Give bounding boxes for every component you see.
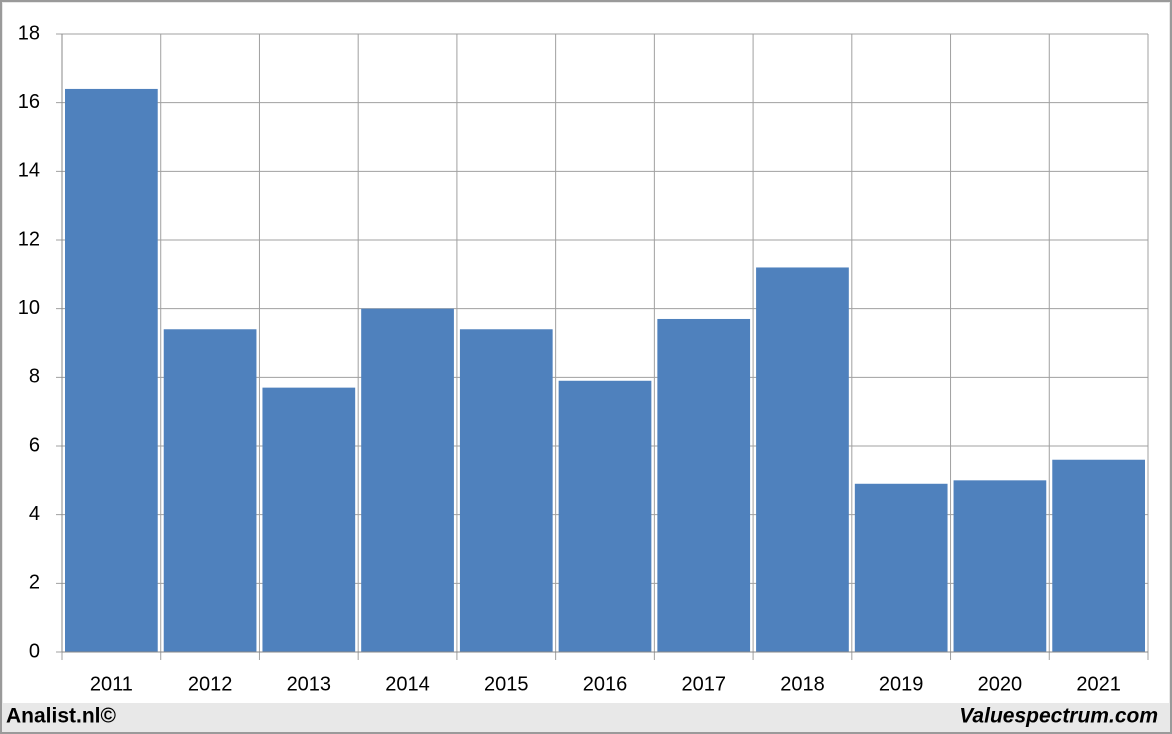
bar (163, 329, 257, 652)
bar (558, 380, 652, 652)
x-tick-label: 2011 (90, 673, 133, 695)
y-tick-label: 2 (29, 572, 40, 594)
bar (1052, 459, 1145, 652)
bar (361, 308, 454, 652)
source-right: Valuespectrum.com (959, 705, 1158, 728)
y-tick-label: 8 (29, 366, 40, 388)
y-tick-label: 10 (18, 297, 40, 319)
x-tick-label: 2014 (385, 673, 430, 695)
y-tick-label: 0 (29, 640, 40, 662)
y-tick-label: 6 (29, 434, 40, 456)
y-tick-label: 12 (18, 228, 40, 250)
bar (854, 483, 948, 652)
x-tick-label: 2015 (484, 673, 529, 695)
x-tick-label: 2016 (583, 673, 628, 695)
y-tick-label: 16 (18, 91, 40, 113)
x-tick-label: 2012 (188, 673, 233, 695)
x-tick-label: 2019 (879, 673, 924, 695)
source-left: Analist.nl© (6, 705, 117, 728)
bar (262, 387, 356, 652)
x-tick-label: 2021 (1076, 673, 1121, 695)
x-tick-label: 2013 (287, 673, 332, 695)
x-tick-label: 2017 (681, 673, 726, 695)
y-tick-label: 4 (29, 503, 40, 525)
y-tick-label: 14 (18, 160, 40, 182)
bar (657, 318, 751, 652)
bar (953, 480, 1047, 652)
bar (459, 329, 553, 652)
x-tick-label: 2020 (978, 673, 1023, 695)
x-tick-label: 2018 (780, 673, 825, 695)
y-tick-label: 18 (18, 22, 40, 44)
bar (756, 267, 849, 652)
bar (65, 88, 158, 652)
